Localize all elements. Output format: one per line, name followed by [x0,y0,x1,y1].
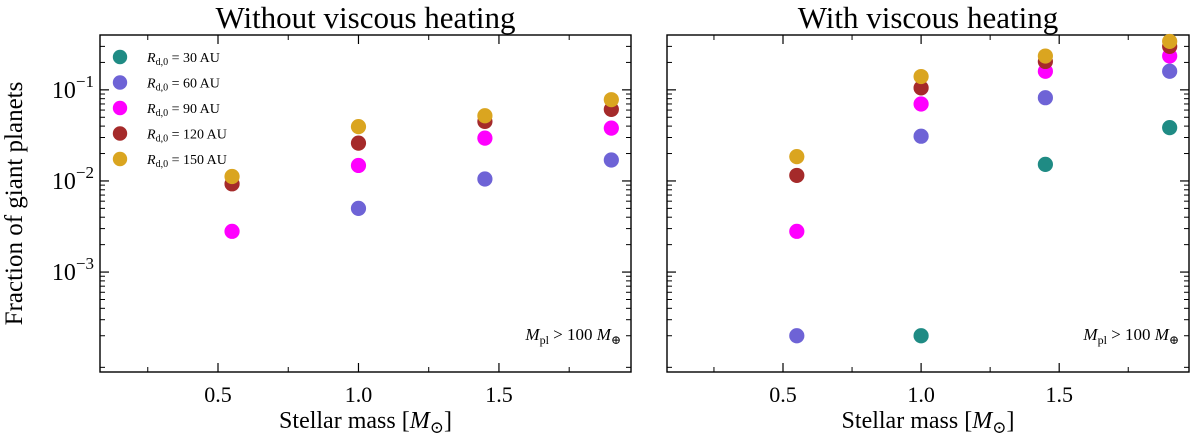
x-tick-label: 0.5 [769,382,797,407]
data-point [350,135,367,151]
legend-marker [112,151,128,167]
data-point [477,108,493,124]
data-point [913,328,929,344]
panel-2-annotation: Mpl > 100 M⊕ [1082,325,1179,347]
data-point [477,130,493,146]
legend-label: Rd,0 = 120 AU [146,128,227,145]
legend: Rd,0 = 30 AU Rd,0 = 60 AU Rd,0 = 90 AU Rd,0… [112,49,227,170]
legend-marker [112,126,128,141]
data-point [1037,156,1053,172]
panel-1-frame [99,34,632,373]
y-tick-label: 10−1 [52,72,94,104]
data-point [913,68,929,85]
data-point [1162,63,1178,79]
panel-1-title: Without viscous heating [215,0,515,35]
data-point [603,152,619,168]
data-point [789,328,805,344]
data-point [1162,120,1178,136]
data-point [477,171,493,187]
legend-marker [112,100,128,116]
x-tick-label: 1.0 [907,382,935,407]
legend-label: Rd,0 = 60 AU [146,77,220,94]
data-point [224,223,240,239]
legend-marker [112,49,128,65]
data-point [789,167,805,184]
data-point [789,223,805,239]
data-point [603,92,619,108]
data-point [350,200,367,216]
panel-1-annotation: Mpl > 100 M⊕ [524,325,621,347]
x-tick-label: 1.5 [485,382,513,407]
data-point [1037,90,1053,106]
y-tick-label: 10−3 [52,254,94,286]
panel-2-title: With viscous heating [798,0,1059,35]
data-point [224,168,240,185]
x-tick-label: 1.5 [1045,382,1073,407]
panel-2-x-axis-label: Stellar mass [M⊙] [842,408,1015,437]
legend-label: Rd,0 = 90 AU [146,102,220,119]
panel-1: Without viscous heating 0.5 1.0 1.5 10−3 10−2… [1,0,632,437]
legend-label: Rd,0 = 150 AU [146,153,227,170]
legend-marker [112,75,128,90]
data-point [913,96,929,112]
data-point [350,157,367,174]
panel-1-x-axis-label: Stellar mass [M⊙] [279,408,452,437]
y-tick-label: 10−2 [52,163,94,195]
data-point [913,80,929,96]
x-tick-label: 1.0 [345,382,373,407]
y-axis-label: Fraction of giant planets [1,82,28,326]
data-point [913,128,929,144]
data-point [1162,33,1178,50]
data-point [603,120,619,136]
legend-label: Rd,0 = 30 AU [146,51,220,68]
data-point [789,149,805,165]
panel-2-frame [666,34,1190,373]
x-tick-label: 0.5 [204,382,232,407]
data-point [1037,48,1053,64]
panel-2: With viscous heating 0.5 1.0 1.5 Stellar mas… [666,0,1190,437]
data-point [350,119,367,135]
